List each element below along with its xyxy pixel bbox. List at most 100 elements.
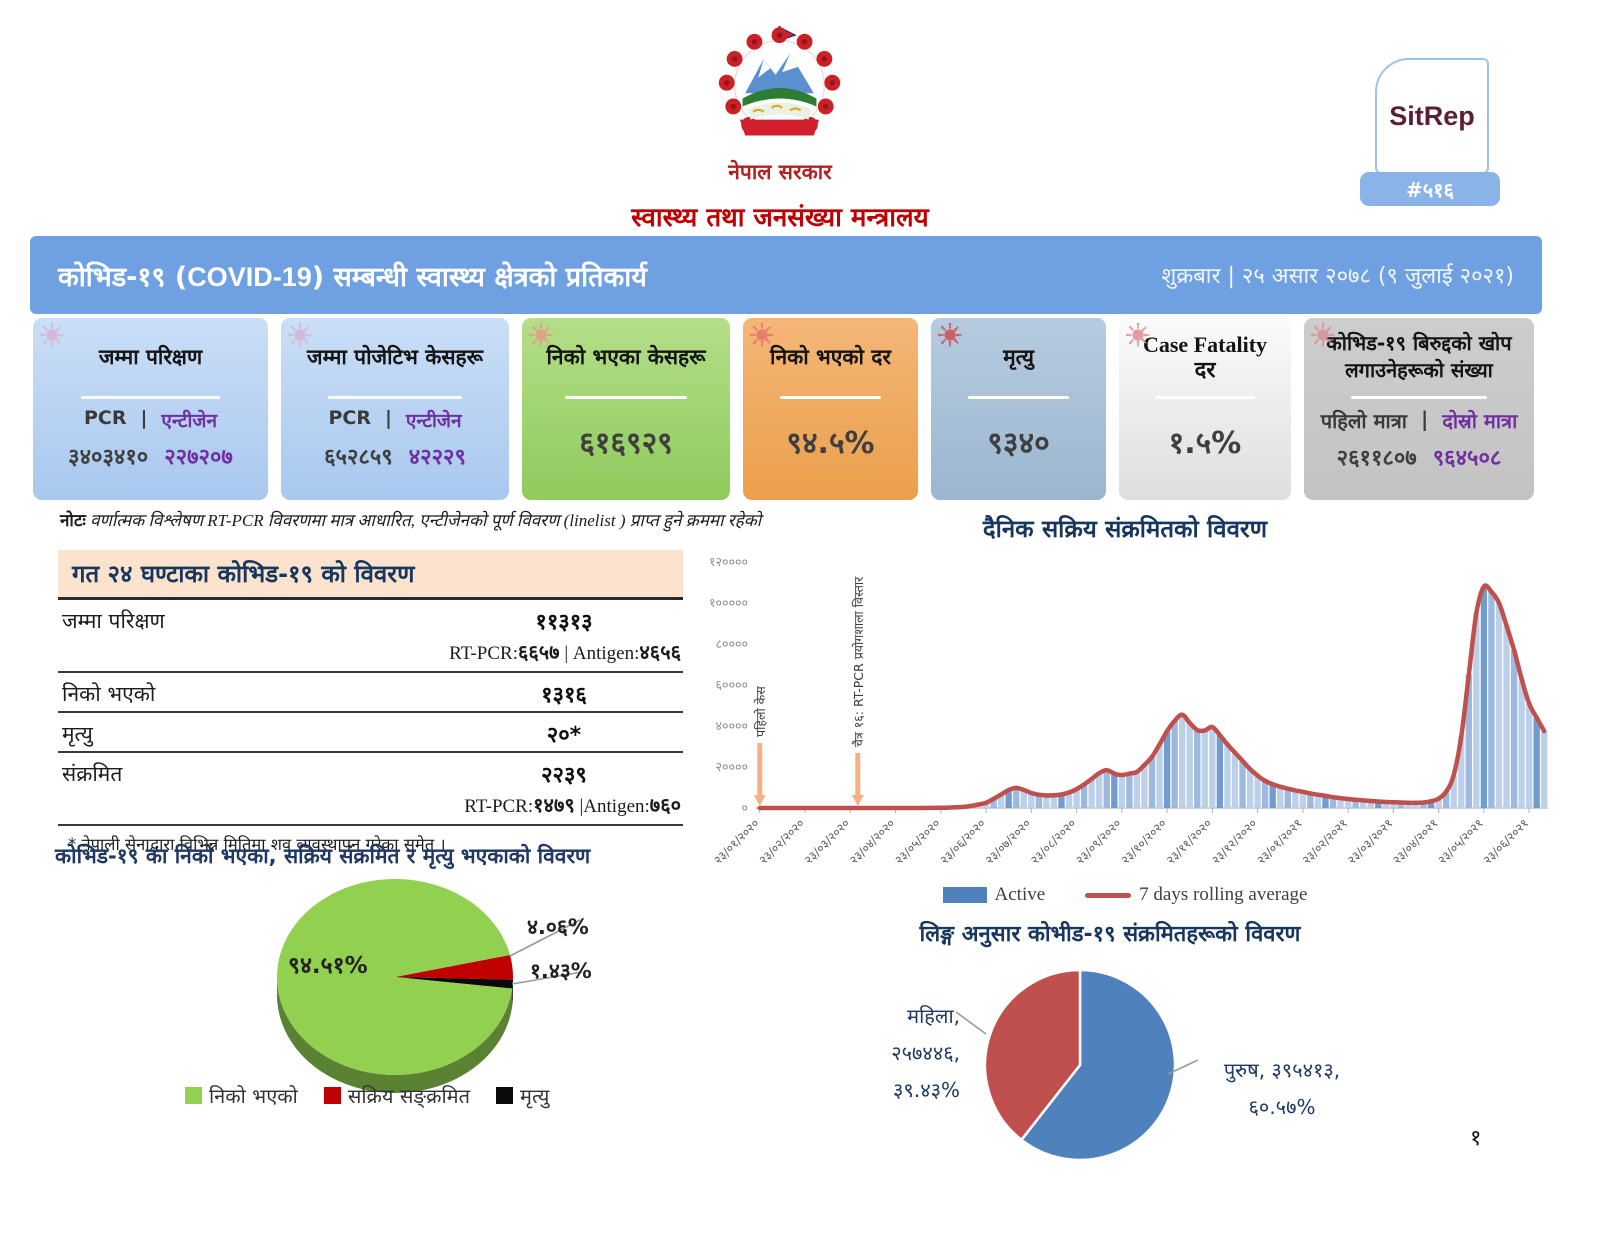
svg-text:२३/०१/२०२१: २३/०१/२०२१ — [1254, 816, 1305, 867]
card-divider — [81, 396, 220, 399]
svg-text:२००००: २०००० — [715, 759, 748, 774]
sub-value: ७६० — [649, 795, 681, 817]
first-dose-label: पहिलो मात्रा — [1320, 409, 1407, 433]
note-text: वर्णात्मक विश्लेषण RT-PCR विवरणमा मात्र … — [90, 511, 762, 530]
leader-line — [511, 971, 583, 985]
report-title: कोभिड-१९ (COVID-19) सम्बन्धी स्वास्थ्य क… — [58, 257, 647, 294]
card-divider — [967, 396, 1070, 399]
daily-active-chart: ० २०००० ४०००० ६०००० ८०००० १००००० १२०००० २३/०१/२… — [709, 554, 1548, 867]
legend-item-deaths: मृत्यु — [496, 1082, 549, 1109]
legend-label: Active — [994, 884, 1046, 905]
deaths-pct-label: १.४३% — [530, 959, 592, 983]
svg-text:१२००००: १२०००० — [709, 554, 748, 569]
card-total-positive: जम्मा पोजेटिभ केसहरू PCR | एन्टीजेन ६५२८… — [281, 318, 509, 500]
row-value: ११३१३ — [535, 610, 593, 635]
report-title-en: COVID-19 — [187, 261, 312, 292]
table-subrow: RT-PCR:१४७९ |Antigen:७६० — [58, 791, 683, 824]
pcr-value: ६५२८५९ — [324, 445, 393, 470]
sub-value: ६६५७ — [517, 642, 560, 664]
antigen-value: ४२२२९ — [408, 445, 466, 470]
report-banner: कोभिड-१९ (COVID-19) सम्बन्धी स्वास्थ्य क… — [30, 236, 1542, 314]
pie-slices — [983, 968, 1177, 1162]
row-label: जम्मा परिक्षण — [62, 609, 165, 633]
svg-text:८००००: ८०००० — [715, 636, 748, 651]
daily-chart-legend: Active 7 days rolling average — [690, 884, 1560, 906]
svg-text:२३/०३/२०२०: २३/०३/२०२० — [801, 816, 852, 867]
pie-slices — [277, 878, 513, 1093]
svg-text:२३/१०/२०२०: २३/१०/२०२० — [1118, 816, 1169, 867]
virus-icon — [937, 322, 962, 347]
leader-line — [509, 919, 581, 957]
card-title: जम्मा परिक्षण — [98, 344, 203, 369]
svg-text:२३/०२/२०२०: २३/०२/२०२० — [756, 816, 807, 867]
pipe-separator: | — [384, 407, 392, 429]
female-label: महिला, २५७४४६, ३९.४३% — [891, 1004, 960, 1102]
gender-pie-title: लिङ्ग अनुसार कोभीड-१९ संक्रमितहरूको विवर… — [919, 922, 1301, 947]
row-value: २२३९ — [541, 763, 587, 788]
active-swatch-icon — [323, 1087, 341, 1104]
pcr-label: PCR — [83, 407, 127, 429]
government-name: नेपाल सरकार — [728, 160, 832, 184]
gender-pie-chart — [955, 968, 1199, 1162]
svg-text:चैत्र १६: RT-PCR प्रयोगशाला वि: चैत्र १६: RT-PCR प्रयोगशाला विस्तार — [851, 576, 866, 747]
svg-text:२३/०५/२०२१: २३/०५/२०२१ — [1435, 816, 1486, 867]
card-deaths: मृत्यु ९३४० — [931, 318, 1106, 500]
row-label: मृत्यु — [62, 722, 93, 746]
card-vaccinated: कोभिड-१९ बिरुद्दको खोप लगाउनेहरूको संख्य… — [1304, 318, 1534, 500]
page-number: १ — [1470, 1126, 1482, 1151]
outcome-pie-chart — [277, 878, 583, 1093]
svg-text:१०००००: १००००० — [709, 595, 748, 610]
svg-text:२३/०९/२०२०: २३/०९/२०२० — [1073, 816, 1124, 867]
table-footnote: * नेपाली सेनाद्वारा विभिन्न मितिमा शव व्… — [68, 835, 446, 854]
svg-text:६००००: ६०००० — [715, 677, 748, 692]
report-title-np2: ) सम्बन्धी स्वास्थ्य क्षेत्रको प्रतिकार्… — [311, 261, 647, 293]
rolling-average-swatch-icon — [1085, 892, 1132, 898]
note-label: नोटः — [60, 511, 86, 530]
sub-value: १४७९ — [533, 795, 575, 817]
table-row-group: मृत्यु २०* — [58, 713, 683, 753]
antigen-label: एन्टीजेन — [161, 410, 218, 432]
row-value: १३१६ — [541, 683, 587, 708]
svg-text:२३/०७/२०२०: २३/०७/२०२० — [983, 816, 1034, 867]
pie-slice-महिला — [983, 968, 1082, 1142]
row-label: निको भएको — [62, 682, 156, 706]
svg-text:२३/०४/२०२०: २३/०४/२०२० — [847, 816, 898, 867]
sub-label: RT-PCR: — [464, 796, 534, 817]
virus-icon — [749, 322, 774, 347]
legend-item-active-infected: सक्रिय सङ्क्रमित — [323, 1082, 470, 1109]
sitrep-badge: SitRep — [1375, 58, 1489, 174]
sitrep-number-badge: #५१६ — [1360, 172, 1500, 206]
sub-label: RT-PCR: — [449, 643, 518, 664]
footnote-note: नोटः वर्णात्मक विश्लेषण RT-PCR विवरणमा म… — [60, 508, 860, 531]
table-subrow: RT-PCR:६६५७ | Antigen:४६५६ — [58, 638, 683, 671]
card-value: ९४.५% — [786, 426, 875, 461]
card-total-tests: जम्मा परिक्षण PCR | एन्टीजेन ३४०३४१० २२७… — [33, 318, 268, 500]
svg-text:२३/०६/२०२०: २३/०६/२०२० — [937, 816, 988, 867]
outcome-pie-legend: निको भएको सक्रिय सङ्क्रमित मृत्यु — [185, 1082, 549, 1109]
card-title: जम्मा पोजेटिभ केसहरू — [306, 344, 483, 369]
pcr-label: PCR — [328, 407, 371, 429]
sub-label: | Antigen: — [564, 643, 640, 664]
legend-item-rolling-average: 7 days rolling average — [1059, 884, 1307, 906]
legend-item-active: Active — [942, 884, 1046, 906]
legend-item-recovered: निको भएको — [185, 1082, 298, 1109]
card-title: निको भएका केसहरू — [546, 344, 706, 369]
first-dose-value: २६११८०७ — [1336, 446, 1417, 471]
card-divider — [1155, 396, 1255, 399]
card-divider — [565, 396, 687, 399]
svg-text:४००००: ४०००० — [715, 718, 748, 733]
svg-text:२३/०५/२०२०: २३/०५/२०२० — [892, 816, 943, 867]
legend-label: निको भएको — [209, 1084, 298, 1108]
table-row: संक्रमित २२३९ — [58, 753, 683, 791]
svg-text:२३/०१/२०२०: २३/०१/२०२० — [711, 816, 762, 867]
card-title: मृत्यु — [1003, 344, 1034, 369]
card-case-fatality-rate: Case Fatality दर १.५% — [1119, 318, 1291, 500]
card-value: ६१६९२९ — [579, 426, 673, 461]
deaths-swatch-icon — [496, 1087, 514, 1104]
last-24h-table: गत २४ घण्टाका कोभिड-१९ को विवरण जम्मा पर… — [58, 550, 683, 855]
pie-slice-निको भएको — [277, 878, 513, 1075]
row-label: संक्रमित — [62, 762, 123, 786]
table-row: जम्मा परिक्षण ११३१३ — [58, 600, 683, 638]
pipe-separator: | — [140, 407, 148, 429]
